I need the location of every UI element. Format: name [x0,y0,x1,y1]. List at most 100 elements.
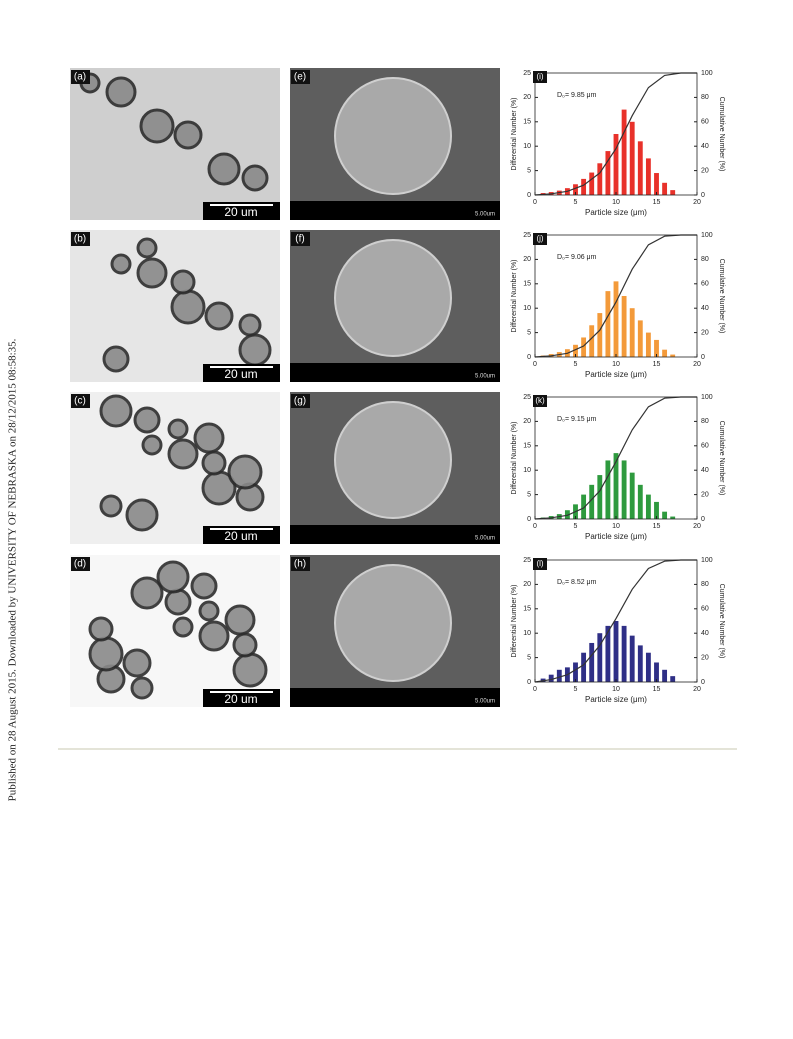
bar [613,134,619,195]
x-tick-label: 15 [653,361,661,368]
scale-label: 20 um [224,205,257,219]
x-tick-label: 0 [533,523,537,530]
y2-tick-label: 0 [701,192,705,199]
panel-label: (f) [295,234,304,245]
y-tick-label: 25 [523,70,531,77]
y-tick-label: 20 [523,418,531,425]
annotation: D₀= 9.15 μm [557,416,597,423]
scale-bar-box [203,202,280,220]
scale-label: 5.00um [475,212,495,218]
micrograph [70,68,280,220]
bar [564,510,570,519]
y2-tick-label: 20 [701,329,709,336]
panel-label: (h) [294,559,306,570]
y2-tick-label: 80 [701,94,709,101]
y-tick-label: 10 [523,305,531,312]
x-axis-label: Particle size (μm) [585,695,647,704]
bar [589,172,595,195]
particle [156,560,190,594]
scale-label: 20 um [224,367,257,381]
x-tick-label: 20 [693,686,701,693]
particle [164,588,192,616]
bar [662,182,668,195]
particle [170,269,196,295]
y2-tick-label: 60 [701,606,709,613]
x-tick-label: 10 [612,523,620,530]
annotation: D₀= 9.06 μm [557,254,597,261]
bar [605,151,611,195]
y-tick-label: 5 [527,329,531,336]
particle [198,620,230,652]
particle [207,152,241,186]
panel-label: (l) [536,559,543,568]
x-tick-label: 5 [574,361,578,368]
particle [139,108,175,144]
panel-label-box [71,394,90,408]
y-tick-label: 15 [523,443,531,450]
bar [597,163,603,195]
y2-axis-label: Cumulative Number (%) [718,421,725,496]
scale-bar-box [203,689,280,707]
particle [173,120,203,150]
y-tick-label: 5 [527,491,531,498]
particle [201,450,227,476]
sem-bar [290,363,500,382]
sem-particle [334,401,452,519]
bar [645,158,651,195]
particle [102,345,130,373]
bar [573,662,578,682]
particle [232,652,268,688]
y-tick-label: 15 [523,606,531,613]
bar [670,516,676,519]
sem-particle [334,77,452,195]
bar [670,354,676,357]
x-axis-label: Particle size (μm) [585,208,647,217]
bar [637,320,643,357]
scale-bar-box [203,526,280,544]
y2-tick-label: 0 [701,679,705,686]
y2-tick-label: 40 [701,630,709,637]
y-axis-label: Differential Number (%) [511,259,518,332]
sem-bar [290,201,500,220]
panel-label-box [291,232,310,246]
particle [167,418,189,440]
panel-label-box [291,70,310,84]
y-tick-label: 15 [523,281,531,288]
y2-tick-label: 0 [701,516,705,523]
y2-tick-label: 40 [701,305,709,312]
bar [645,332,651,357]
bar [613,621,619,682]
x-tick-label: 20 [693,523,701,530]
annotation: D₀= 8.52 μm [557,579,597,586]
particle [190,572,218,600]
bar [629,472,635,519]
bar [621,460,627,519]
bar [605,625,611,682]
x-tick-label: 20 [693,199,701,206]
bar [662,349,668,357]
cumulative-line [534,234,697,358]
y2-tick-label: 100 [701,394,713,401]
panel-label: (i) [536,72,543,81]
particle [238,313,262,337]
panel-label-box [533,233,547,245]
panel-label: (c) [74,396,86,407]
y-tick-label: 5 [527,654,531,661]
y-tick-label: 25 [523,232,531,239]
y-tick-label: 20 [523,581,531,588]
x-tick-label: 15 [653,199,661,206]
particle [170,289,206,325]
bar [621,625,627,682]
bar [581,652,587,682]
y-tick-label: 0 [527,516,531,523]
x-tick-label: 10 [612,361,620,368]
bar [589,325,595,357]
annotation: D₀= 9.85 μm [557,92,597,99]
bar [605,460,611,519]
bar [654,501,659,519]
scale-label: 20 um [224,529,257,543]
panel-label: (d) [74,559,86,570]
bar [645,494,651,519]
y-tick-label: 0 [527,679,531,686]
